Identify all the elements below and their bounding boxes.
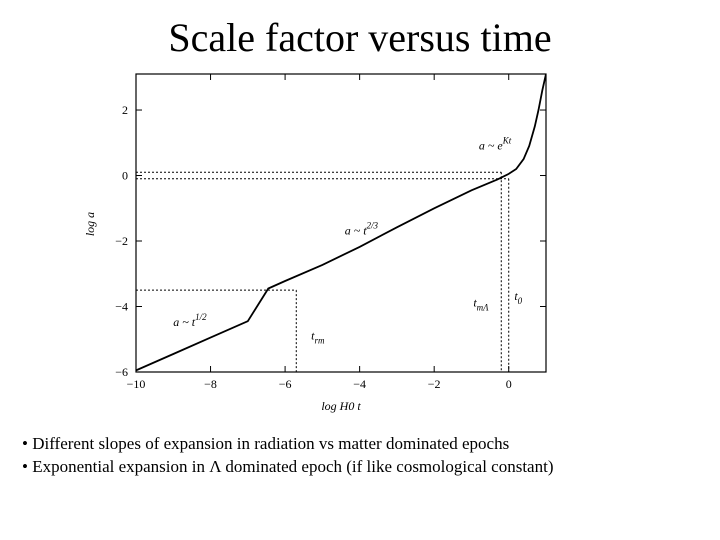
y-tick-label: −2	[115, 234, 128, 248]
y-axis-label: log a	[83, 212, 97, 236]
annotation-lambda: a ~ eKt	[479, 135, 512, 152]
x-tick-label: −10	[127, 377, 146, 391]
bullet-list: • Different slopes of expansion in radia…	[22, 432, 712, 478]
series-layer	[136, 74, 546, 372]
guides-layer	[136, 171, 510, 372]
x-tick-label: −6	[279, 377, 292, 391]
y-tick-label: 0	[122, 169, 128, 183]
bullet-item-exponential: • Exponential expansion in Λ dominated e…	[22, 457, 554, 476]
plot-frame	[135, 73, 547, 373]
bullet-item-slopes: • Different slopes of expansion in radia…	[22, 434, 510, 453]
x-tick-label: 0	[506, 377, 512, 391]
chart: −10 −8 −6 −4 −2 0 −6 −4 −2 0 2 a ~ t1/2 a ~ t2/3 a ~…	[72, 64, 562, 420]
slide-title: Scale factor versus time	[168, 15, 552, 60]
y-tick-label: 2	[122, 103, 128, 117]
y-tick-label: −6	[115, 365, 128, 379]
ticks-layer: −10 −8 −6 −4 −2 0 −6 −4 −2 0 2	[115, 74, 546, 391]
x-tick-label: −8	[204, 377, 217, 391]
y-tick-label: −4	[115, 300, 128, 314]
series-line-0	[136, 74, 546, 372]
annotation-t-rm: trm	[311, 328, 325, 345]
x-axis-label: log H0 t	[321, 399, 361, 413]
annotations-layer: a ~ t1/2 a ~ t2/3 a ~ eKt trm tmΛ t0	[173, 135, 522, 345]
annotation-radiation: a ~ t1/2	[173, 312, 207, 329]
x-tick-label: −2	[428, 377, 441, 391]
annotation-t-m-lambda: tmΛ	[473, 296, 489, 313]
annotation-matter: a ~ t2/3	[345, 220, 379, 237]
x-tick-label: −4	[353, 377, 366, 391]
chart-svg: −10 −8 −6 −4 −2 0−6−4−202 a ~ t1/2a ~ t2/3a ~…	[83, 73, 547, 413]
annotation-t-0: t0	[514, 289, 522, 306]
